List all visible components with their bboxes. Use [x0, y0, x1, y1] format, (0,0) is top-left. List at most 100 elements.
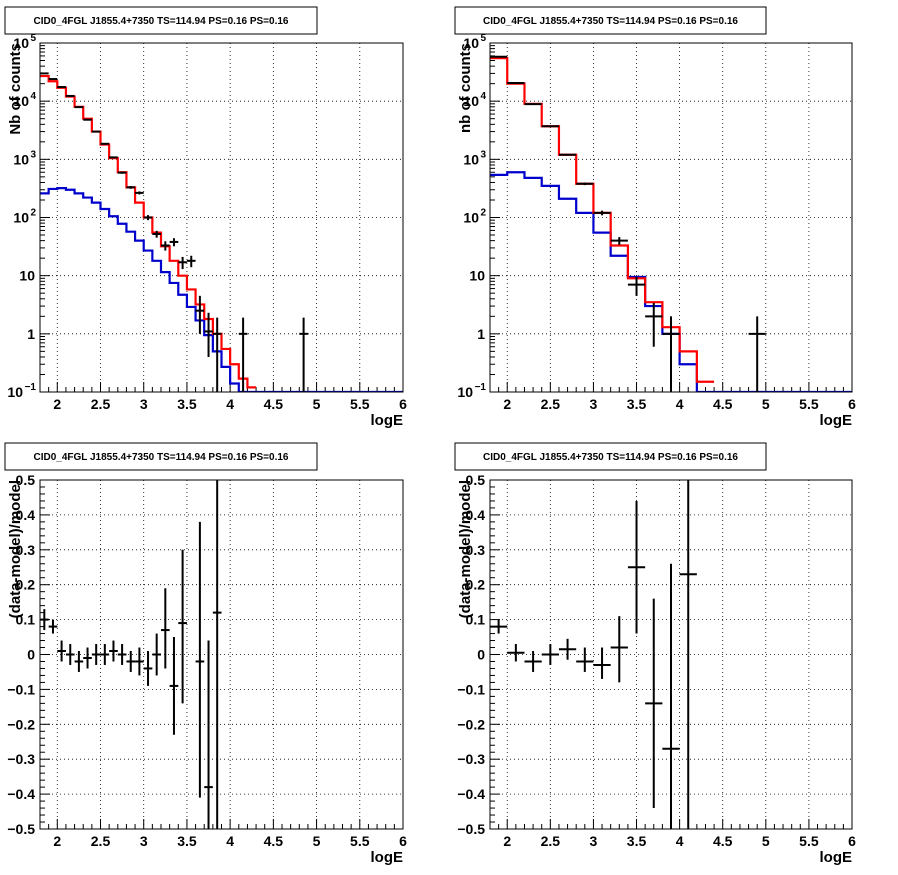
y-tick-exponent: −1: [25, 382, 37, 393]
data-point: [48, 78, 58, 81]
y-tick-label: 0.2: [16, 577, 36, 593]
data-point: [74, 106, 84, 109]
x-axis-title: logE: [820, 849, 853, 866]
data-point: [627, 276, 646, 296]
data-point: [40, 609, 49, 631]
data-point: [679, 480, 697, 829]
x-tick-label: 3.5: [177, 396, 197, 412]
chart-title-box: [4, 442, 318, 471]
y-tick-label: 10: [13, 151, 29, 167]
data-point: [117, 644, 127, 665]
y-tick-exponent: 3: [30, 149, 36, 160]
x-tick-label: 3.5: [177, 833, 197, 849]
x-tick-label: 4: [226, 833, 234, 849]
y-tick-label: 0.1: [16, 612, 36, 628]
y-tick-label: 10: [463, 151, 479, 167]
y-axis-title: Nb of counts: [7, 43, 24, 135]
data-point: [143, 651, 153, 686]
y-axis-title: (data-model)/model: [7, 480, 24, 618]
data-point: [610, 237, 628, 245]
y-tick-label: 10: [463, 35, 479, 51]
x-tick-label: 2.5: [541, 833, 561, 849]
x-tick-label: 3: [140, 396, 148, 412]
chart-title: CID0_4FGL J1855.4+7350 TS=114.94 PS=0.16…: [483, 452, 738, 463]
data-point: [576, 647, 594, 672]
x-tick-label: 5: [313, 396, 321, 412]
x-tick-label: 2.5: [91, 833, 111, 849]
data-point: [593, 647, 611, 679]
data-point: [299, 317, 308, 392]
plot-area: [40, 480, 222, 829]
x-tick-label: 2.5: [91, 396, 111, 412]
x-tick-label: 5.5: [799, 396, 819, 412]
x-tick-label: 6: [399, 833, 407, 849]
y-tick-label: 10: [463, 210, 479, 226]
data-point: [109, 640, 118, 662]
chart-panel-3: 2 2.5 3 3.5 4 4.5 5 5.5 6 −0.5 −0.4 −0.3 −0.2 −0.1 0 0.…: [4, 442, 407, 866]
y-tick-exponent: 5: [480, 33, 486, 44]
source-model-histogram: [40, 187, 403, 392]
y-tick-label: 1: [27, 326, 35, 342]
data-point: [748, 316, 766, 392]
data-point: [74, 651, 84, 672]
data-point: [126, 651, 136, 672]
data-point: [186, 255, 196, 268]
y-tick-exponent: 2: [480, 208, 486, 219]
y-tick-label: −0.2: [457, 716, 485, 732]
x-tick-label: 6: [848, 833, 856, 849]
chart-panel-4: 2 2.5 3 3.5 4 4.5 5 5.5 6 −0.5 −0.4 −0.3 −0.2 −0.1 0 0.…: [454, 442, 856, 866]
data-point: [524, 103, 542, 106]
x-tick-label: 4: [676, 833, 684, 849]
y-tick-label: 0.5: [16, 472, 36, 488]
x-axis-title: logE: [820, 412, 853, 429]
y-tick-exponent: 4: [480, 91, 486, 102]
y-tick-label: 0.4: [16, 507, 36, 523]
x-tick-label: 5.5: [350, 833, 370, 849]
plot-frame: [489, 42, 853, 393]
x-tick-label: 3: [140, 833, 148, 849]
x-tick-label: 5: [762, 833, 770, 849]
x-tick-label: 6: [399, 396, 407, 412]
data-point: [593, 210, 611, 216]
data-point: [100, 644, 110, 665]
x-tick-label: 2.5: [541, 396, 561, 412]
data-point: [558, 638, 577, 660]
data-point: [576, 182, 594, 186]
data-point: [541, 644, 559, 665]
y-tick-label: 0.3: [16, 542, 36, 558]
data-point: [204, 640, 213, 829]
y-tick-label: −0.1: [457, 681, 485, 697]
plot-frame: [39, 479, 404, 830]
x-tick-label: 3.5: [627, 833, 647, 849]
data-point: [627, 500, 646, 634]
y-tick-exponent: 2: [30, 208, 36, 219]
y-tick-label: 0.1: [466, 612, 486, 628]
y-tick-label: 10: [19, 268, 35, 284]
y-tick-label: 10: [13, 210, 29, 226]
x-axis-title: logE: [371, 412, 404, 429]
y-tick-label: −0.3: [457, 751, 485, 767]
y-tick-label: 0.2: [466, 577, 486, 593]
data-point: [610, 616, 628, 683]
data-point: [645, 302, 663, 347]
y-tick-label: −0.1: [7, 681, 35, 697]
chart-title-box: [454, 442, 767, 471]
data-point: [161, 588, 170, 669]
x-tick-label: 3.5: [627, 396, 647, 412]
y-tick-label: 0: [27, 647, 35, 663]
data-point: [178, 256, 187, 270]
y-tick-label: 1: [477, 326, 485, 342]
x-tick-label: 6: [848, 396, 856, 412]
data-point: [662, 563, 680, 829]
y-tick-label: 0.4: [466, 507, 486, 523]
total-model-histogram: [490, 57, 715, 383]
data-point: [135, 647, 144, 676]
x-tick-label: 2: [53, 833, 61, 849]
data-point: [48, 619, 58, 634]
y-tick-label: 0: [477, 647, 485, 663]
y-tick-label: −0.4: [457, 786, 485, 802]
data-point: [57, 640, 66, 662]
